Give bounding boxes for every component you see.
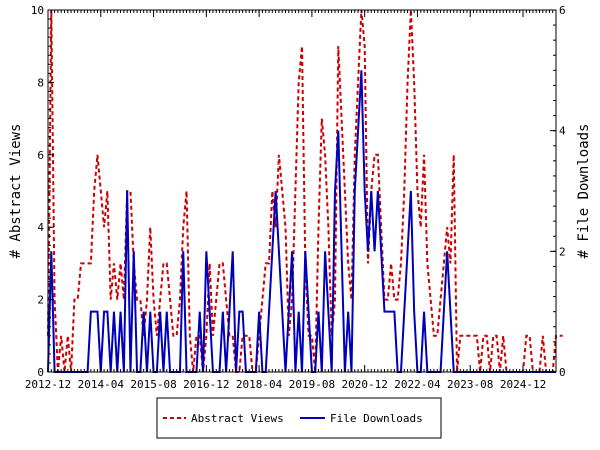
plot-lines [47,9,563,373]
y-tick-label: 0 [37,366,44,379]
x-tick-label: 2023-08 [447,378,493,391]
x-tick-label: 2020-12 [341,378,387,391]
y-tick-label: 8 [37,76,44,89]
y-axis-title: # Abstract Views [8,124,24,259]
x-tick-label: 2018-04 [236,378,283,391]
y-tick-label: 2 [37,294,44,307]
x-tick-label: 2024-12 [500,378,546,391]
y2-tick-label: 4 [559,125,566,138]
y-tick-label: 4 [37,221,44,234]
y2-axis-title: # File Downloads [576,124,592,259]
legend-box [156,397,442,439]
legend-label-file-downloads: File Downloads [330,412,423,425]
x-tick-label: 2019-08 [289,378,335,391]
x-tick-label: 2015-08 [130,378,176,391]
y2-tick-label: 0 [559,366,566,379]
y2-tick-label: 6 [559,4,566,17]
axes: 2012-12 2014-04 2015-08 2016-12 2018-04 2019-… [25,4,566,391]
x-tick-label: 2012-12 [25,378,71,391]
x-tick-label: 2016-12 [183,378,229,391]
x-tick-label: 2022-04 [394,378,441,391]
y2-tick-label: 2 [559,245,566,258]
y-tick-label: 6 [37,149,44,162]
x-tick-label: 2014-04 [78,378,125,391]
legend-label-abstract-views: Abstract Views [191,412,284,425]
y-tick-label: 10 [31,4,44,17]
series-line-file-downloads [47,70,556,373]
legend: Abstract Views File Downloads [156,397,442,439]
